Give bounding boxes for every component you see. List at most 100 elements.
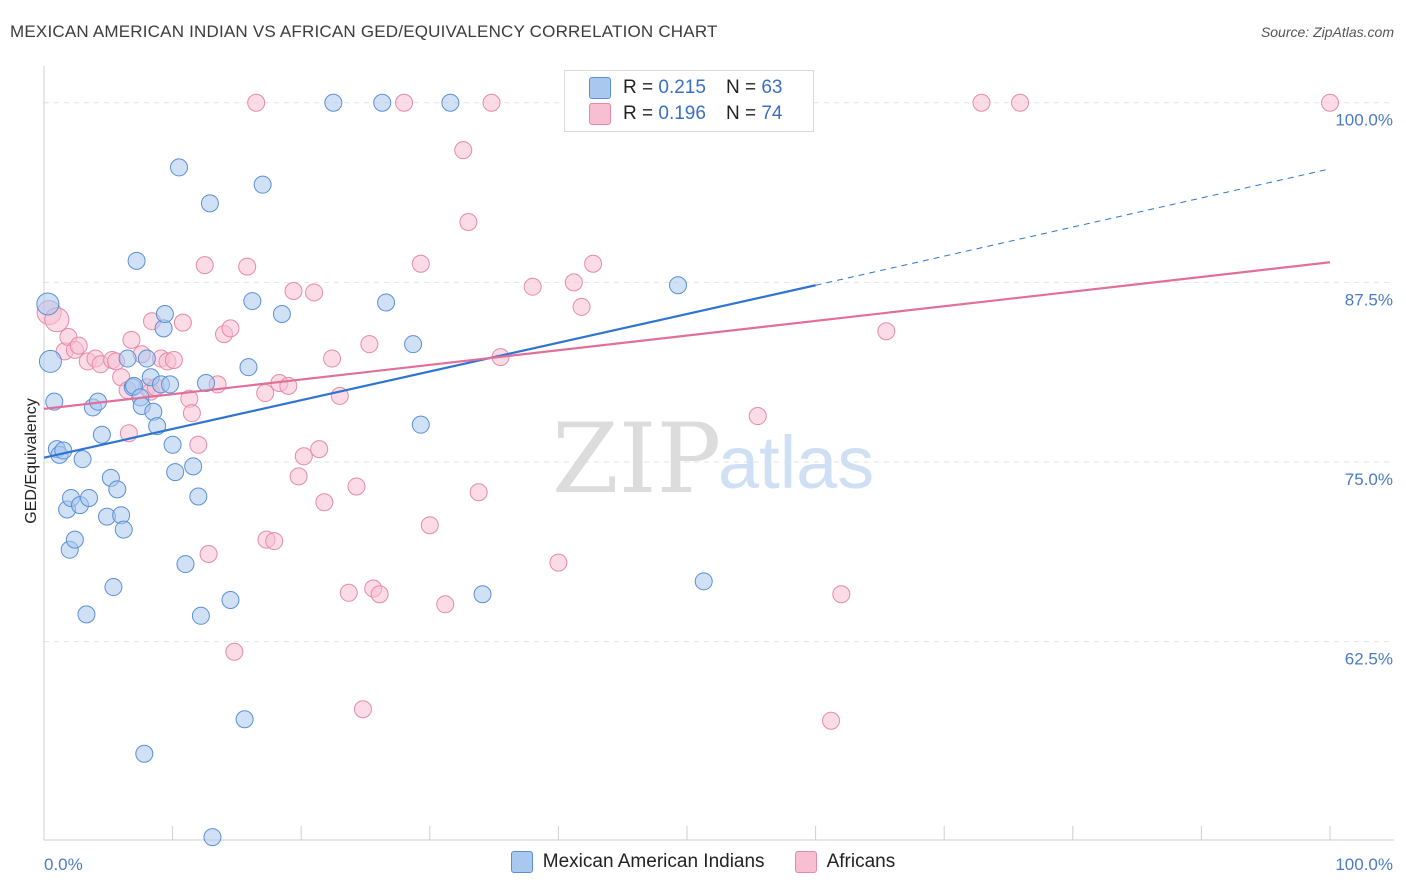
african-point (454, 141, 473, 160)
gridlines (44, 102, 1394, 643)
legend-r-value: 0.196 (658, 103, 706, 124)
mexican-american-indians-points (36, 93, 713, 847)
mexican-american-indian-point (80, 488, 99, 507)
african-point (748, 407, 767, 426)
x-tick-labels: 0.0% 100.0% (44, 855, 1393, 874)
stats-legend: R = 0.215 N = 63 R = 0.196 N = 74 (564, 70, 814, 132)
mexican-american-indian-point (668, 276, 687, 295)
african-point (182, 404, 201, 423)
african-point (459, 213, 478, 232)
african-point (353, 700, 372, 719)
mexican-american-indian-point (155, 305, 174, 324)
mexican-american-indian-point (65, 530, 84, 549)
y-tick-label: 100.0% (1335, 111, 1393, 130)
legend-n-value: 63 (761, 77, 783, 98)
mexican-american-indian-point (191, 606, 210, 625)
mexican-american-indian-point (324, 93, 343, 112)
watermark-atlas: atlas (718, 421, 874, 504)
african-point (360, 335, 379, 354)
african-point (305, 283, 324, 302)
african-point (572, 297, 591, 316)
trend-line-africans (43, 261, 1331, 410)
mexican-american-indian-point (114, 520, 133, 539)
legend-n-label: N = (725, 103, 757, 124)
mexican-american-indian-point (694, 572, 713, 591)
series-legend: Mexican American Indians Africans (0, 851, 1406, 873)
african-point (122, 330, 141, 349)
african-point (247, 93, 266, 112)
african-point (347, 477, 366, 496)
african-point (195, 256, 214, 275)
mexican-american-indian-point (45, 392, 64, 411)
mexican-american-indian-point (377, 293, 396, 312)
mexican-american-indian-point (239, 358, 258, 377)
african-point (370, 585, 389, 604)
mexican-american-indian-point (221, 590, 240, 609)
mexican-american-indian-point (441, 93, 460, 112)
legend-row-mexican-american-indians: R = 0.215 N = 63 (589, 75, 782, 101)
legend-item-mexican-american-indians[interactable]: Mexican American Indians (510, 851, 765, 873)
african-point (436, 595, 455, 614)
african-point (256, 384, 275, 403)
mexican-american-indian-point (137, 349, 156, 368)
mexican-american-indian-point (118, 349, 137, 368)
african-point (877, 322, 896, 341)
mexican-american-indian-point (38, 349, 62, 373)
x-tick-label: 0.0% (44, 855, 83, 874)
mexican-american-indian-point (373, 93, 392, 112)
legend-row-africans: R = 0.196 N = 74 (589, 101, 782, 127)
legend-item-africans[interactable]: Africans (794, 851, 896, 873)
mexican-american-indian-point (108, 480, 127, 499)
african-point (395, 93, 414, 112)
african-point (289, 467, 308, 486)
legend-n-label: N = (725, 77, 757, 98)
y-tick-label: 62.5% (1345, 650, 1393, 669)
african-point (411, 254, 430, 273)
mexican-american-indian-point (54, 441, 73, 460)
african-point (972, 93, 991, 112)
mexican-american-indian-point (473, 585, 492, 604)
legend-label: Africans (826, 851, 896, 872)
legend-r-label: R = (623, 77, 654, 98)
mexican-american-indian-point (176, 555, 195, 574)
y-axis-label: GED/Equivalency (23, 398, 40, 523)
mexican-american-indian-point (127, 251, 146, 270)
y-tick-label: 75.0% (1345, 470, 1393, 489)
african-point (189, 435, 208, 454)
african-point (221, 319, 240, 338)
legend-r-value: 0.215 (658, 77, 706, 98)
mexican-american-indian-point (200, 194, 219, 213)
legend-swatch-pink (794, 851, 817, 873)
mexican-american-indian-point (92, 425, 111, 444)
mexican-american-indian-point (253, 175, 272, 194)
trend-line-extension (815, 168, 1331, 286)
axes (43, 66, 1394, 841)
trend-line-mexican-american-indians (43, 284, 816, 459)
mexican-american-indian-point (235, 710, 254, 729)
african-point (549, 553, 568, 572)
african-point (164, 350, 183, 369)
legend-n-value: 74 (761, 103, 783, 124)
x-tick-label: 100.0% (1335, 855, 1393, 874)
mexican-american-indian-point (163, 435, 182, 454)
chart-source: Source: ZipAtlas.com (1260, 24, 1394, 40)
mexican-american-indian-point (243, 292, 262, 311)
mexican-american-indian-point (184, 457, 203, 476)
african-point (238, 257, 257, 276)
trend-lines (43, 168, 1331, 459)
mexican-american-indian-point (135, 744, 154, 763)
legend-swatch-blue (589, 77, 611, 99)
mexican-american-indian-point (404, 335, 423, 354)
mexican-american-indian-point (272, 305, 291, 324)
african-point (832, 585, 851, 604)
african-point (482, 93, 501, 112)
african-point (420, 516, 439, 535)
legend-swatch-blue (510, 851, 533, 873)
mexican-american-indian-point (170, 158, 189, 177)
african-point (1321, 93, 1339, 112)
legend-swatch-pink (589, 103, 611, 125)
african-point (1011, 93, 1030, 112)
mexican-american-indian-point (203, 828, 222, 847)
african-point (225, 642, 244, 661)
